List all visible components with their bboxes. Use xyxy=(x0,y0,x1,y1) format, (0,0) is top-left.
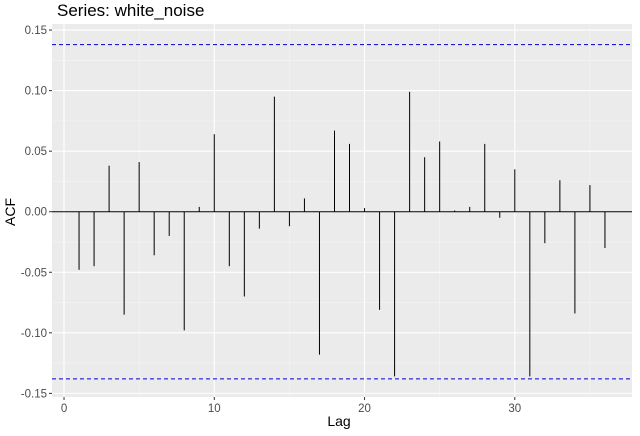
x-tick-label: 0 xyxy=(61,403,67,415)
y-tick-label: 0.10 xyxy=(25,86,47,98)
y-axis-ticks: -0.15 -0.10 -0.05 0.00 0.05 0.10 0.15 xyxy=(21,25,52,400)
confidence-bounds xyxy=(52,44,632,380)
x-axis-title: Lag xyxy=(327,413,350,429)
plot-panel xyxy=(52,24,632,397)
x-axis-ticks: 0 10 20 30 xyxy=(61,397,521,415)
y-tick-label: 0.00 xyxy=(25,207,47,219)
y-tick-label: -0.15 xyxy=(21,388,47,400)
y-tick-label: -0.10 xyxy=(21,328,47,340)
y-axis-title: ACF xyxy=(2,198,18,226)
x-tick-label: 30 xyxy=(508,403,521,415)
x-tick-label: 10 xyxy=(208,403,221,415)
y-tick-label: 0.05 xyxy=(25,146,47,158)
y-tick-label: 0.15 xyxy=(25,25,47,37)
acf-bars xyxy=(78,91,606,377)
x-tick-label: 20 xyxy=(358,403,371,415)
y-tick-label: -0.05 xyxy=(21,267,47,279)
chart-title: Series: white_noise xyxy=(57,1,204,20)
